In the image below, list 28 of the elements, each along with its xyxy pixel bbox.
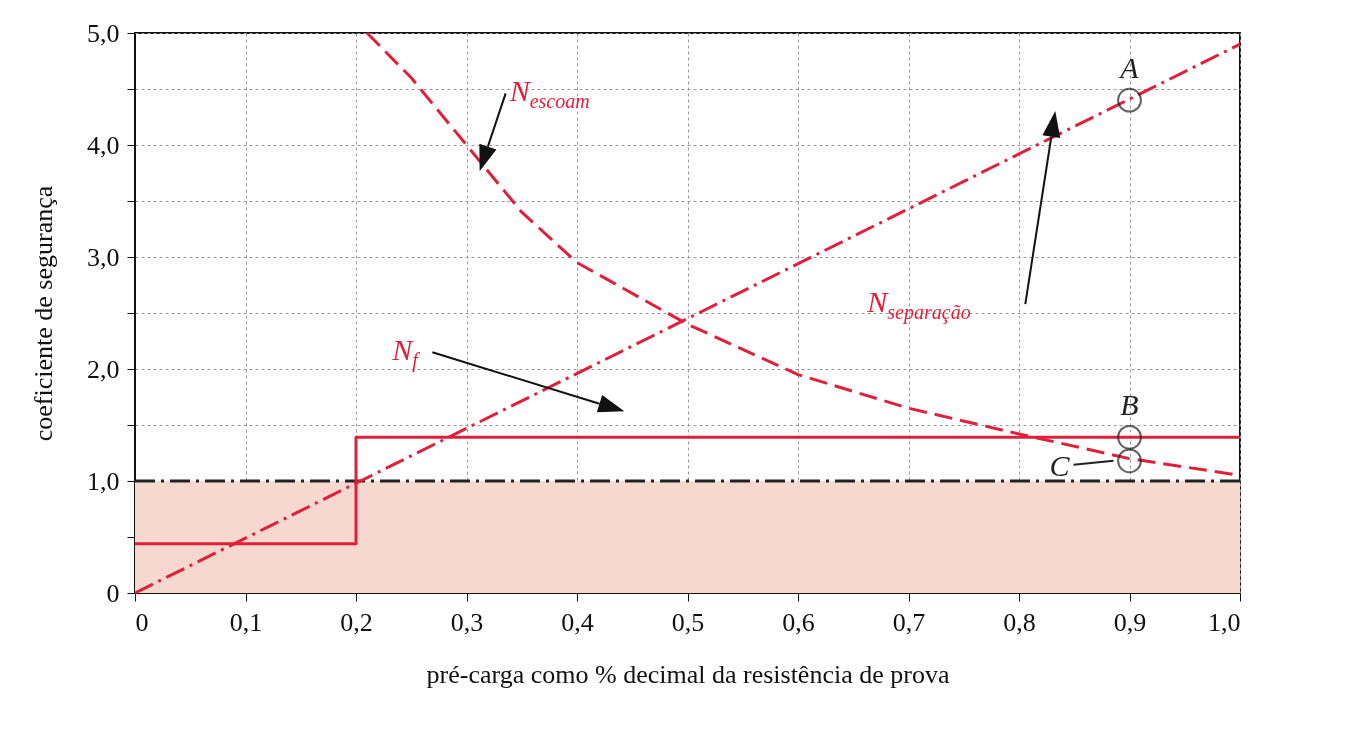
y-axis-title: coeficiente de segurança	[29, 185, 58, 442]
series-label: N$_{escoam}$	[509, 73, 590, 112]
data-label: A	[1118, 51, 1140, 85]
point	[1117, 448, 1142, 474]
y-tick-label: 2,0	[87, 354, 120, 384]
series-label: N$_{separação}$	[867, 284, 971, 323]
x-tick-label: 0,9	[1113, 607, 1147, 637]
text: N$_{f}$	[392, 332, 418, 371]
x-tick-label: 0,3	[450, 607, 484, 637]
x-tick-label: 0,4	[561, 607, 594, 637]
y-tick-label: 0	[106, 578, 120, 608]
x-tick-label: 1,0	[1208, 607, 1241, 637]
x-tick-label: 0,2	[340, 607, 373, 637]
y-tick-label: 3,0	[87, 242, 120, 272]
x-axis-title: pré-carga como % decimal da resistência de prova	[426, 659, 950, 689]
x-tick-label: 0	[135, 607, 149, 637]
point	[1117, 87, 1142, 113]
y-tick-label: 1,0	[87, 466, 120, 496]
x-tick-label: 0,6	[782, 607, 815, 637]
data-label: C	[1049, 448, 1071, 482]
data-label: B	[1120, 388, 1139, 422]
x-tick-label: 0,5	[671, 607, 705, 637]
x-tick-label: 0,8	[1003, 607, 1036, 637]
x-tick-label: 0,7	[892, 607, 926, 637]
y-tick-label: 4,0	[87, 130, 120, 160]
x-tick-label: 0,1	[229, 607, 263, 637]
point	[1117, 424, 1142, 450]
y-tick-label: 5,0	[87, 18, 120, 48]
